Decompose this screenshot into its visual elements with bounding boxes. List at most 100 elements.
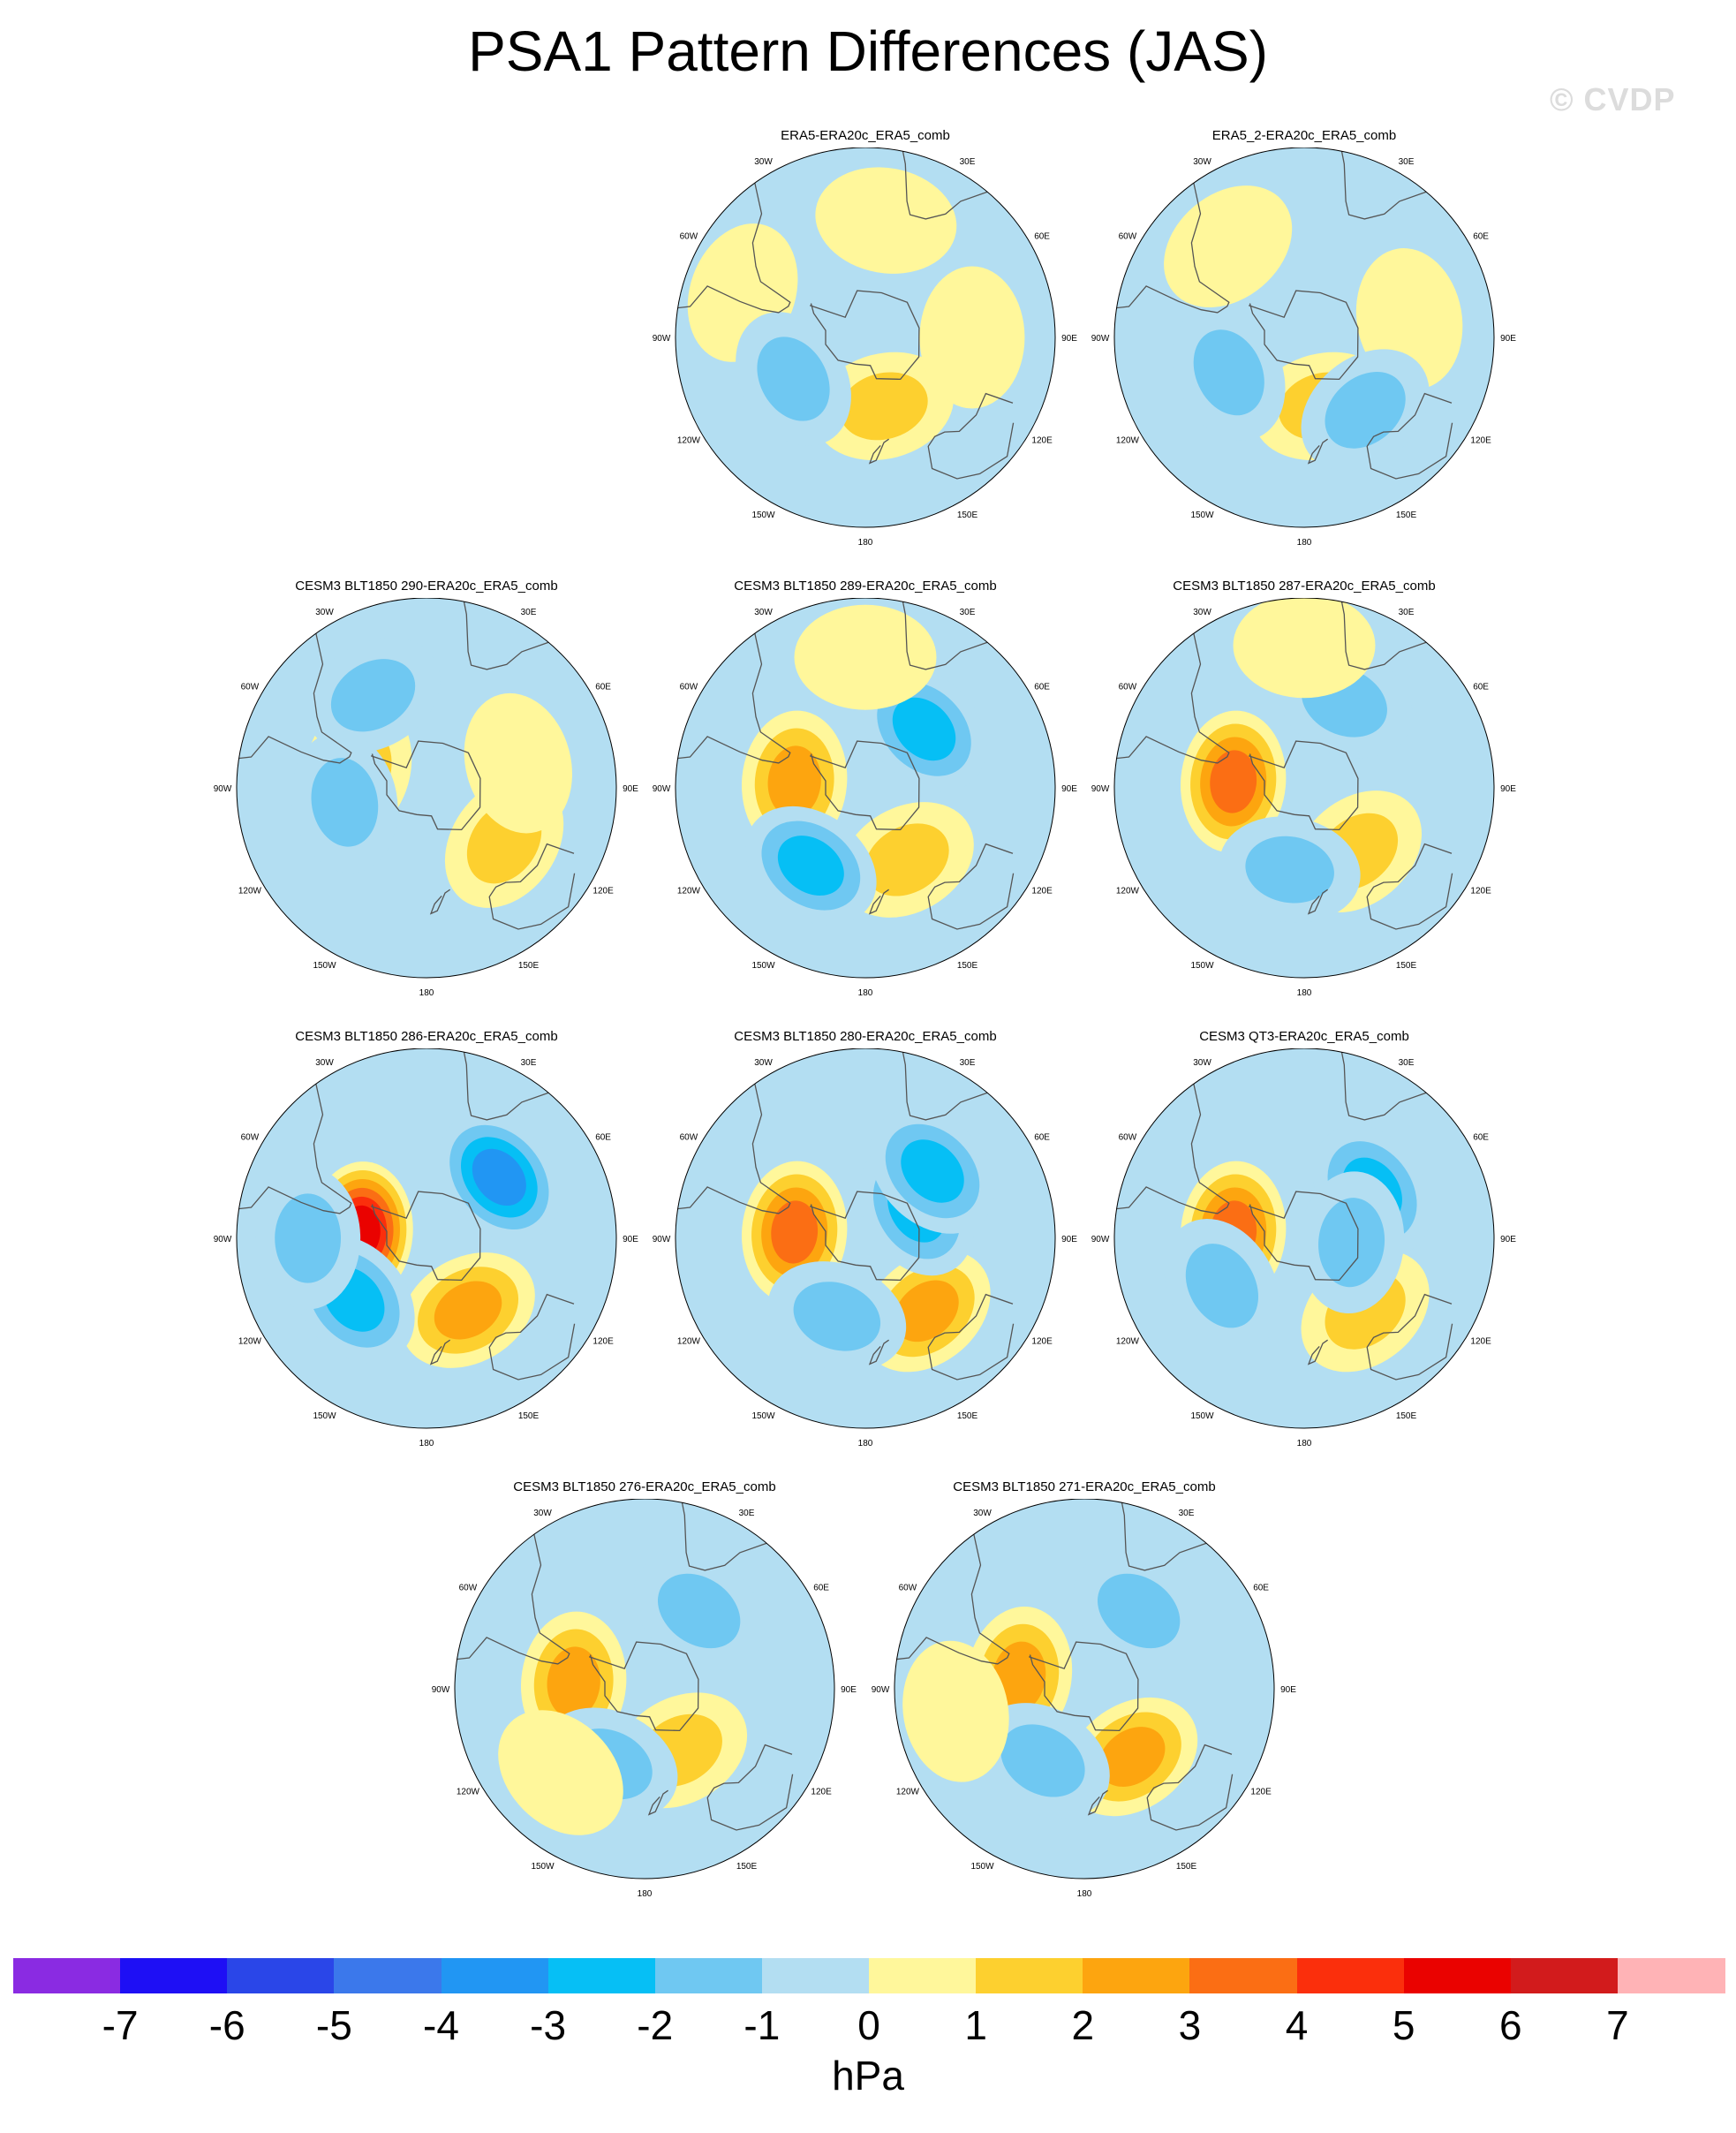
longitude-label: 30E	[521, 608, 537, 617]
longitude-label: 30W	[315, 608, 334, 617]
longitude-label: 30E	[960, 157, 976, 167]
longitude-label: 150E	[518, 1411, 540, 1421]
panel-title: CESM3 BLT1850 276-ERA20c_ERA5_comb	[513, 1479, 776, 1494]
anomaly-contour	[1097, 1573, 1181, 1649]
longitude-label: 30E	[1179, 1509, 1195, 1518]
coastline	[676, 178, 791, 314]
map-background	[455, 1499, 834, 1879]
anomaly-contour	[1000, 1724, 1085, 1797]
coastline	[1114, 628, 1230, 764]
longitude-label: 150W	[751, 511, 775, 520]
colorbar-units: hPa	[832, 2053, 904, 2099]
longitude-label: 30W	[754, 608, 773, 617]
colorbar-tick-label: -1	[743, 2002, 781, 2048]
longitude-label: 90E	[841, 1685, 857, 1695]
longitude-label: 150E	[957, 1411, 978, 1421]
anomaly-contour	[330, 659, 416, 732]
coastline	[927, 392, 1015, 480]
coastline	[1307, 438, 1328, 465]
longitude-label: 120E	[1031, 887, 1053, 896]
polar-map: 030E60E90E120E150E180150W120W90W60W30W	[653, 598, 1077, 998]
longitude-label: 150W	[531, 1862, 555, 1872]
anomaly-contour	[1098, 1727, 1166, 1787]
longitude-label: 120E	[1470, 436, 1491, 446]
colorbar-segment	[13, 1958, 121, 1993]
polar-map: 030E60E90E120E150E180150W120W90W60W30W	[653, 147, 1077, 548]
panel-title: CESM3 BLT1850 290-ERA20c_ERA5_comb	[295, 579, 558, 594]
colorbar-segment	[1083, 1958, 1190, 1993]
longitude-label: 120E	[1250, 1788, 1272, 1797]
polar-map: 030E60E90E120E150E180150W120W90W60W30W	[214, 598, 638, 998]
anomaly-contour	[434, 1281, 502, 1340]
map-panel: CESM3 QT3-ERA20c_ERA5_comb 030E60E90E120E…	[1075, 1029, 1534, 1471]
colorbar-tick-label: 7	[1606, 2002, 1629, 2048]
longitude-label: 120W	[238, 1337, 262, 1347]
map-border	[454, 1499, 835, 1880]
longitude-label: 150W	[1190, 961, 1214, 971]
longitude-label: 180	[858, 538, 873, 548]
coastline	[1114, 178, 1230, 314]
colorbar-segment	[1189, 1958, 1297, 1993]
coastline	[676, 1078, 791, 1214]
longitude-label: 120E	[1470, 887, 1491, 896]
longitude-label: 30E	[739, 1509, 755, 1518]
coastline	[1339, 598, 1427, 670]
coastline	[1146, 1743, 1234, 1831]
coastline	[1366, 843, 1453, 930]
longitude-label: 150E	[1396, 1411, 1417, 1421]
map-panel: CESM3 BLT1850 271-ERA20c_ERA5_comb030E60…	[855, 1479, 1314, 1921]
anomaly-contour	[902, 1640, 1009, 1782]
longitude-label: 150E	[1396, 511, 1417, 520]
coastline	[429, 1339, 450, 1365]
coastline	[1248, 1191, 1359, 1282]
longitude-label: 30W	[973, 1509, 992, 1518]
longitude-label: 150W	[313, 1411, 336, 1421]
longitude-label: 120E	[593, 887, 614, 896]
coastline	[1366, 392, 1453, 480]
longitude-label: 90E	[1500, 334, 1516, 344]
anomaly-contour	[657, 1573, 741, 1649]
longitude-label: 60W	[241, 1133, 260, 1143]
coastline	[429, 889, 450, 915]
colorbar-tick-label: -6	[208, 2002, 245, 2048]
map-panel: CESM3 BLT1850 286-ERA20c_ERA5_comb030E60…	[197, 1029, 656, 1471]
coastline	[1366, 1293, 1453, 1380]
longitude-label: 120E	[811, 1788, 832, 1797]
anomaly-contour	[311, 758, 379, 847]
colorbar-segment	[654, 1958, 763, 1993]
coastline	[370, 1191, 481, 1282]
longitude-label: 180	[1297, 988, 1312, 998]
longitude-label: 90W	[214, 784, 232, 794]
anomaly-contour	[464, 692, 572, 834]
figure-title: PSA1 Pattern Differences (JAS)	[468, 19, 1268, 83]
coastline	[900, 147, 988, 220]
coastline	[1339, 147, 1427, 220]
polar-map: 030E60E90E120E150E180150W120W90W60W30W	[1091, 147, 1516, 548]
colorbar-segment	[1510, 1958, 1619, 1993]
anomaly-contour	[1164, 185, 1293, 308]
polar-map: 030E60E90E120E150E180150W120W90W60W30W	[432, 1499, 857, 1899]
anomaly-contour	[547, 1646, 600, 1719]
coastline	[1248, 290, 1359, 381]
coastline	[809, 290, 920, 381]
map-background	[676, 1048, 1055, 1428]
panel-title: CESM3 QT3-ERA20c_ERA5_comb	[1199, 1029, 1409, 1044]
longitude-label: 120E	[1031, 1337, 1053, 1347]
polar-map: 030E60E90E120E150E180150W120W90W60W30W	[872, 1499, 1296, 1899]
polar-map: 030E60E90E120E150E180150W120W90W60W30W	[1091, 1048, 1516, 1448]
panel-title: CESM3 BLT1850 287-ERA20c_ERA5_comb	[1173, 579, 1436, 594]
coastline	[809, 740, 920, 831]
anomaly-contour	[901, 1139, 964, 1203]
longitude-label: 60W	[899, 1584, 917, 1593]
longitude-label: 180	[858, 988, 873, 998]
anomaly-contour	[794, 604, 937, 710]
coastline	[900, 598, 988, 670]
panel-title: CESM3 BLT1850 286-ERA20c_ERA5_comb	[295, 1029, 558, 1044]
colorbar-tick-label: 0	[857, 2002, 880, 2048]
longitude-label: 90W	[653, 1235, 671, 1244]
longitude-label: 60E	[1473, 232, 1489, 242]
longitude-label: 150E	[736, 1862, 758, 1872]
colorbar-tick-label: 1	[964, 2002, 987, 2048]
longitude-label: 60W	[241, 683, 260, 692]
coastline	[706, 1743, 794, 1831]
